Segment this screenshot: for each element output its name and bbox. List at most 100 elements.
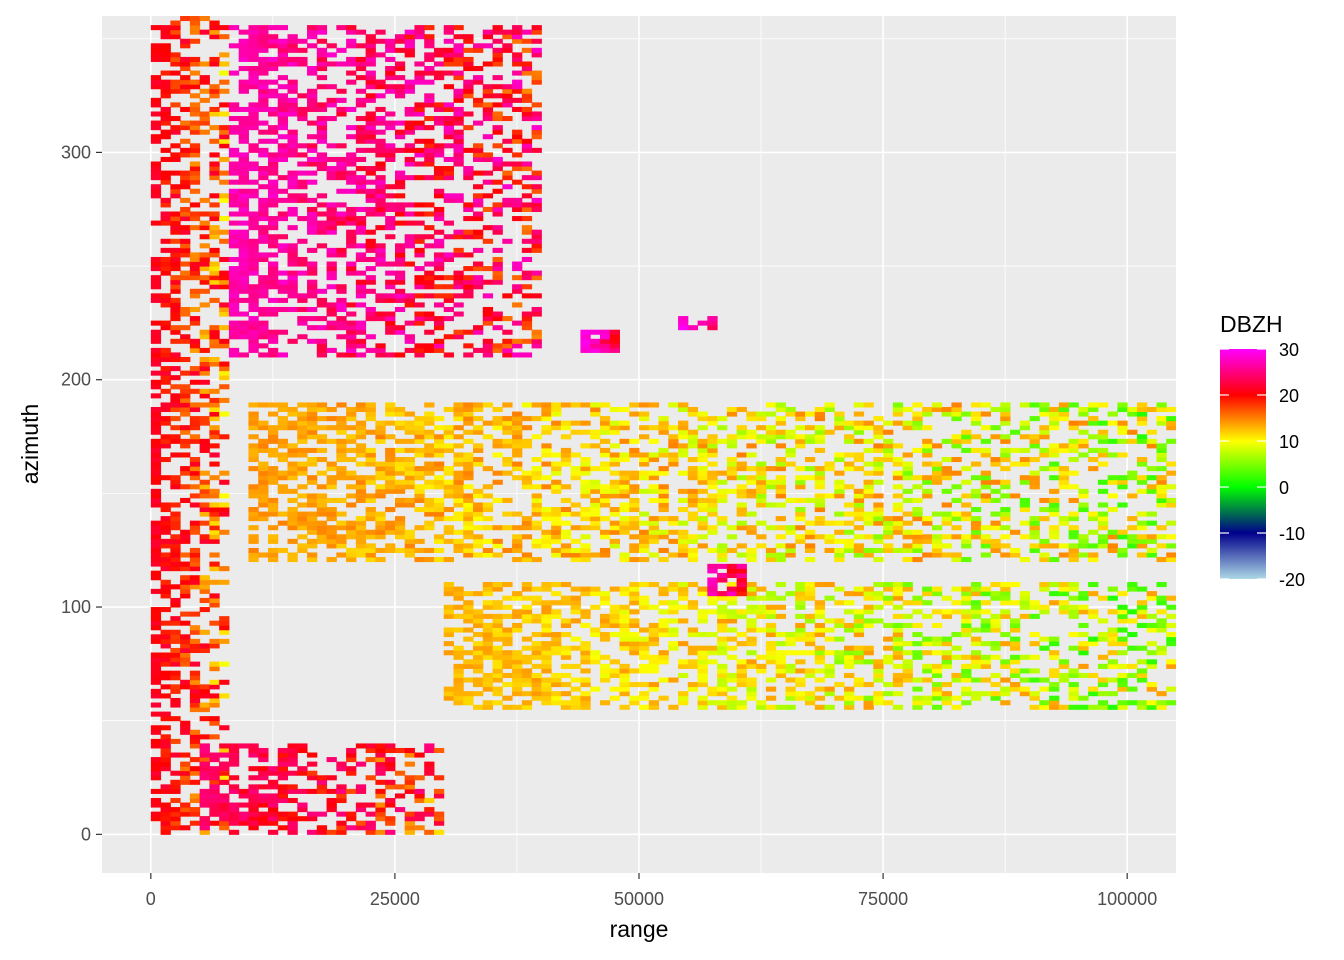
heatmap-cell	[551, 641, 562, 647]
heatmap-cell	[385, 261, 396, 267]
heatmap-cell	[150, 329, 162, 335]
heatmap-cell	[853, 547, 865, 553]
heatmap-cell	[180, 802, 191, 808]
heatmap-cell	[297, 106, 308, 112]
heatmap-cell	[873, 507, 884, 513]
heatmap-cell	[746, 411, 757, 417]
heatmap-cell	[1019, 475, 1031, 481]
heatmap-cell	[580, 429, 591, 435]
heatmap-cell	[316, 202, 328, 208]
heatmap-cell	[287, 338, 298, 344]
heatmap-cell	[941, 470, 952, 476]
heatmap-cell	[180, 152, 191, 158]
heatmap-cell	[1097, 429, 1109, 435]
heatmap-cell	[160, 420, 171, 426]
heatmap-cell	[385, 402, 396, 408]
heatmap-cell	[277, 547, 289, 553]
heatmap-cell	[1097, 538, 1109, 544]
heatmap-cell	[1019, 502, 1031, 508]
heatmap-cell	[375, 461, 386, 467]
heatmap-cell	[726, 686, 738, 692]
heatmap-cell	[326, 175, 337, 181]
heatmap-cell	[258, 34, 269, 40]
heatmap-cell	[375, 179, 386, 185]
heatmap-cell	[443, 538, 454, 544]
heatmap-cell	[892, 502, 904, 508]
heatmap-cell	[307, 143, 318, 149]
heatmap-cell	[463, 252, 474, 258]
heatmap-cell	[307, 811, 318, 817]
heatmap-cell	[1146, 627, 1157, 633]
heatmap-cell	[355, 547, 367, 553]
heatmap-cell	[404, 29, 415, 35]
heatmap-cell	[248, 247, 259, 253]
heatmap-cell	[150, 638, 162, 644]
heatmap-cell	[433, 507, 445, 513]
heatmap-cell	[307, 538, 318, 544]
heatmap-cell	[238, 234, 249, 240]
heatmap-cell	[658, 488, 669, 494]
heatmap-cell	[453, 334, 464, 340]
heatmap-cell	[687, 547, 699, 553]
heatmap-cell	[648, 700, 660, 706]
heatmap-cell	[1088, 543, 1099, 549]
heatmap-cell	[873, 511, 884, 517]
heatmap-cell	[795, 691, 806, 697]
heatmap-cell	[844, 600, 855, 606]
heatmap-cell	[365, 229, 376, 235]
heatmap-cell	[697, 520, 708, 526]
heatmap-cell	[209, 488, 220, 494]
heatmap-cell	[707, 470, 718, 476]
heatmap-cell	[443, 234, 454, 240]
heatmap-cell	[970, 520, 982, 526]
heatmap-cell	[346, 529, 357, 535]
heatmap-cell	[209, 529, 220, 535]
heatmap-cell	[307, 420, 318, 426]
heatmap-cell	[355, 243, 367, 249]
heatmap-cell	[209, 520, 220, 526]
heatmap-cell	[316, 66, 328, 72]
heatmap-cell	[463, 343, 474, 349]
heatmap-cell	[355, 543, 367, 549]
heatmap-cell	[541, 425, 552, 431]
heatmap-cell	[1019, 402, 1031, 408]
heatmap-cell	[277, 438, 289, 444]
heatmap-cell	[492, 700, 503, 706]
heatmap-cell	[531, 493, 542, 499]
heatmap-cell	[990, 618, 1001, 624]
heatmap-cell	[404, 829, 415, 835]
heatmap-cell	[678, 488, 689, 494]
heatmap-cell	[512, 416, 523, 422]
heatmap-cell	[795, 677, 806, 683]
heatmap-cell	[707, 686, 718, 692]
heatmap-cell	[707, 447, 718, 453]
heatmap-cell	[678, 534, 689, 540]
heatmap-cell	[189, 434, 201, 440]
heatmap-cell	[863, 604, 874, 610]
heatmap-cell	[1117, 650, 1128, 656]
heatmap-cell	[209, 411, 220, 417]
heatmap-cell	[375, 547, 386, 553]
heatmap-cell	[687, 466, 699, 472]
heatmap-cell	[1068, 682, 1079, 688]
heatmap-cell	[687, 470, 699, 476]
heatmap-cell	[726, 475, 738, 481]
heatmap-cell	[307, 120, 318, 126]
heatmap-cell	[883, 429, 894, 435]
heatmap-cell	[336, 470, 347, 476]
heatmap-cell	[267, 507, 279, 513]
heatmap-cell	[433, 788, 445, 794]
heatmap-cell	[531, 79, 542, 85]
heatmap-cell	[394, 770, 406, 776]
heatmap-cell	[258, 443, 269, 449]
heatmap-cell	[912, 447, 923, 453]
heatmap-cell	[297, 297, 308, 303]
heatmap-cell	[365, 493, 376, 499]
heatmap-cell	[394, 66, 406, 72]
heatmap-cell	[375, 188, 386, 194]
heatmap-cell	[970, 659, 982, 665]
heatmap-cell	[277, 102, 289, 108]
heatmap-cell	[629, 609, 640, 615]
heatmap-cell	[892, 461, 904, 467]
heatmap-cell	[307, 43, 318, 49]
